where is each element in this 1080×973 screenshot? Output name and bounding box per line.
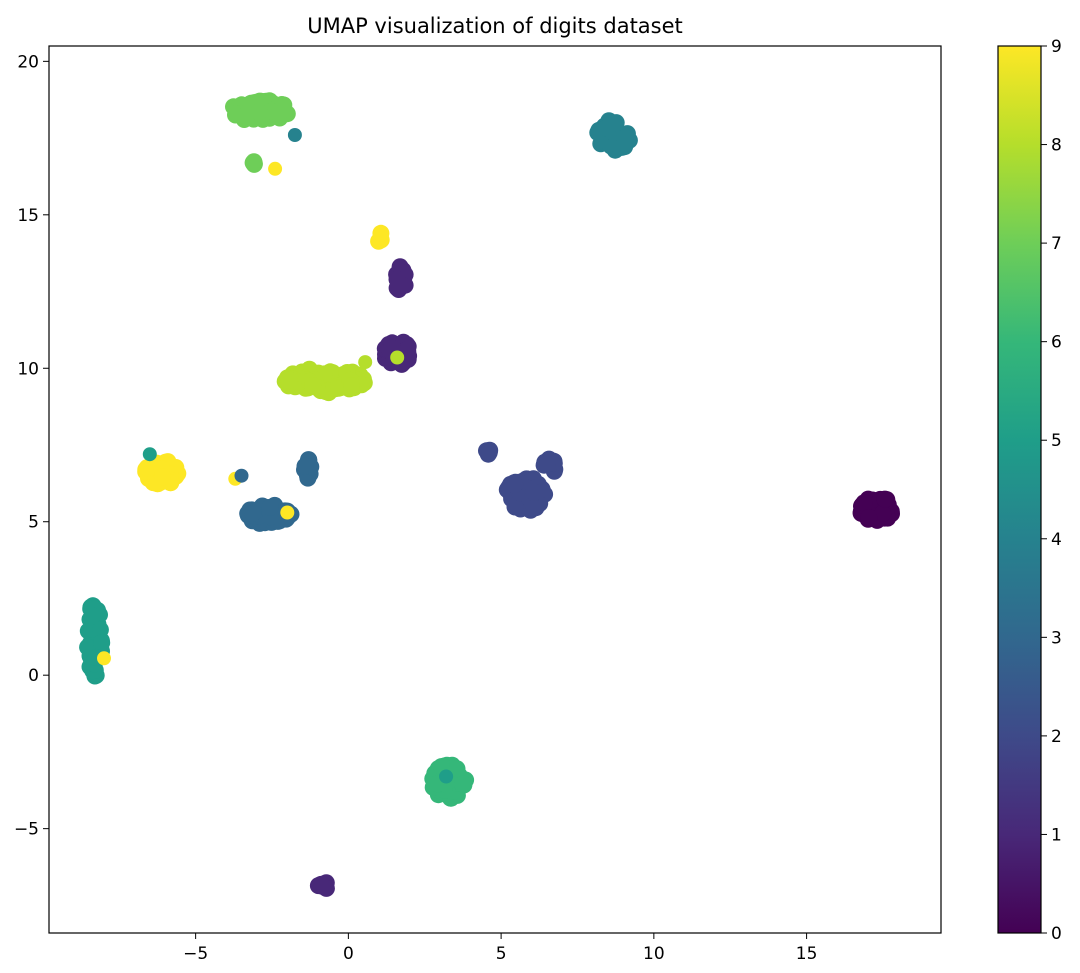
outlier-point-digit-5	[142, 447, 157, 462]
data-point-digit-2	[538, 455, 556, 473]
data-point-digit-5	[83, 607, 101, 625]
colorbar-tick-label: 0	[1051, 924, 1062, 944]
data-point-digit-2	[506, 498, 524, 516]
data-point-digit-7	[237, 107, 254, 125]
data-point-digit-9	[372, 224, 390, 242]
y-tick-label: −5	[14, 820, 39, 840]
data-point-digit-2	[506, 476, 524, 494]
data-point-digit-3	[296, 457, 314, 475]
data-point-digit-7	[245, 155, 263, 173]
outlier-point-digit-9	[97, 651, 111, 666]
chart-title: UMAP visualization of digits dataset	[307, 14, 683, 38]
colorbar-tick-label: 7	[1051, 234, 1062, 254]
colorbar-tick-label: 8	[1051, 136, 1062, 156]
outlier-point-digit-8	[358, 355, 373, 370]
y-tick-label: 5	[28, 513, 39, 533]
plot-frame	[48, 45, 942, 934]
data-point-digit-2	[479, 445, 497, 463]
outlier-point-digit-5	[439, 769, 454, 784]
x-tick-label: 5	[496, 944, 507, 964]
outlier-point-digit-9	[280, 505, 295, 520]
y-axis: −5 0 5 10 15 20	[14, 52, 49, 840]
data-point-digit-8	[280, 371, 298, 389]
data-point-digit-0	[874, 504, 892, 522]
colorbar-tick-label: 9	[1051, 37, 1062, 57]
data-point-digit-4	[616, 129, 634, 147]
y-tick-label: 15	[17, 206, 39, 226]
data-point-digit-5	[93, 634, 111, 652]
colorbar-tick-label: 2	[1051, 727, 1062, 747]
data-point-digit-0	[860, 509, 878, 526]
x-axis: −5 0 5 10 15	[183, 933, 817, 964]
data-point-digit-0	[876, 490, 894, 508]
scatter-points	[79, 92, 900, 897]
data-point-digit-3	[244, 504, 262, 522]
data-point-digit-2	[525, 499, 543, 517]
data-point-digit-5	[91, 621, 109, 639]
y-tick-label: 10	[17, 359, 39, 379]
data-point-digit-3	[261, 499, 279, 516]
colorbar-tick-label: 3	[1051, 628, 1062, 648]
data-point-digit-6	[448, 760, 466, 778]
x-tick-label: 15	[796, 944, 818, 964]
data-point-digit-1	[388, 270, 406, 288]
data-point-digit-2	[525, 483, 543, 501]
x-tick-label: −5	[183, 944, 208, 964]
x-tick-label: 0	[343, 944, 354, 964]
data-point-digit-8	[304, 377, 322, 394]
colorbar-tick-label: 6	[1051, 333, 1062, 353]
colorbar-axis: 0 1 2 3 4 5 6 7 8 9	[1041, 37, 1062, 944]
data-point-digit-9	[138, 459, 156, 477]
outlier-point-digit-8	[390, 350, 405, 365]
colorbar-tick-label: 4	[1051, 530, 1062, 550]
colorbar-tick-label: 5	[1051, 431, 1062, 451]
outlier-point-digit-9	[268, 161, 283, 176]
outlier-point-digit-4	[287, 128, 302, 142]
data-point-digit-6	[454, 775, 472, 793]
x-tick-label: 10	[643, 944, 665, 964]
y-tick-label: 0	[28, 666, 39, 686]
y-tick-label: 20	[17, 52, 39, 72]
colorbar	[997, 45, 1042, 934]
data-point-digit-9	[154, 468, 171, 486]
data-point-digit-8	[343, 377, 360, 395]
outlier-point-digit-3	[234, 468, 249, 483]
data-point-digit-7	[250, 103, 268, 121]
data-point-digit-0	[855, 494, 873, 512]
colorbar-tick-label: 1	[1051, 825, 1062, 845]
data-point-digit-4	[602, 115, 620, 133]
data-point-digit-1	[312, 875, 330, 893]
